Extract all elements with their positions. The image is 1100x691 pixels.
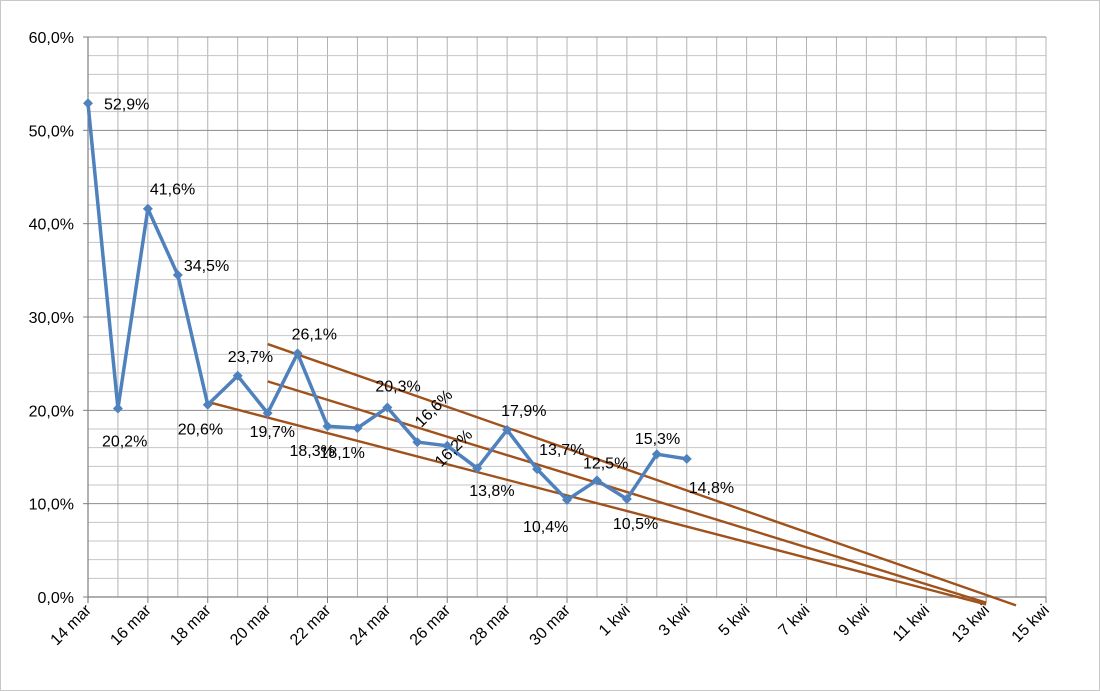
x-tick-label: 15 kwi: [1009, 602, 1053, 646]
data-label: 20,2%: [102, 433, 147, 450]
data-label: 13,8%: [469, 483, 514, 500]
x-tick-label: 11 kwi: [890, 602, 933, 645]
data-label: 10,5%: [613, 516, 658, 533]
data-label: 12,5%: [583, 455, 628, 472]
data-label: 14,8%: [689, 480, 734, 497]
y-tick-label: 50,0%: [29, 123, 74, 140]
x-tick-label: 9 kwi: [835, 602, 873, 640]
x-tick-label: 1 kwi: [596, 602, 634, 640]
y-tick-label: 60,0%: [29, 30, 74, 47]
data-point-marker: [232, 370, 243, 381]
data-label: 18,3%: [290, 443, 335, 460]
y-tick-label: 20,0%: [29, 403, 74, 420]
data-label: 13,7%: [539, 442, 584, 459]
data-label: 10,4%: [523, 519, 568, 536]
x-tick-label: 13 kwi: [949, 602, 993, 646]
data-point-marker: [142, 203, 153, 214]
data-label: 20,6%: [178, 422, 223, 439]
data-point-marker: [292, 348, 303, 359]
x-tick-label: 18 mar: [167, 601, 215, 649]
series-layer: [83, 98, 692, 505]
data-label: 17,9%: [501, 403, 546, 420]
axis-layer: 0,0% 10,0% 20,0% 30,0% 40,0% 50,0% 60,0% 14 mar…: [29, 30, 1053, 649]
data-point-marker: [172, 270, 183, 280]
data-point-marker: [651, 449, 662, 460]
data-point-marker: [502, 424, 513, 435]
data-point-marker: [532, 464, 543, 475]
x-tick-label: 24 mar: [347, 601, 395, 649]
data-point-marker: [352, 423, 363, 434]
x-tick-label: 30 mar: [527, 601, 575, 649]
x-tick-label: 16 mar: [107, 601, 155, 649]
data-label: 20,3%: [375, 379, 420, 396]
data-point-marker: [412, 437, 423, 448]
data-label: 15,3%: [635, 431, 680, 448]
data-point-marker: [83, 98, 93, 109]
data-label: 19,7%: [250, 424, 295, 441]
x-tick-label: 22 mar: [287, 601, 335, 649]
grid-layer: [87, 36, 1047, 598]
data-point-marker: [442, 440, 453, 451]
y-tick-label: 40,0%: [29, 217, 74, 234]
data-point-marker: [681, 453, 692, 464]
data-point-marker: [382, 402, 393, 413]
y-tick-label: 10,0%: [29, 497, 74, 514]
data-point-marker: [472, 463, 483, 474]
data-label: 23,7%: [228, 349, 273, 366]
trend-line: [207, 400, 987, 606]
trend-line: [267, 380, 987, 604]
data-label: 26,1%: [292, 326, 337, 343]
x-tick-label: 14 mar: [48, 601, 96, 649]
y-tick-label: 30,0%: [29, 310, 74, 327]
data-point-marker: [202, 399, 213, 410]
x-tick-label: 26 mar: [407, 601, 455, 649]
x-tick-label: 7 kwi: [776, 602, 814, 640]
data-point-marker: [112, 403, 123, 414]
trend-lines: [207, 342, 1017, 607]
data-label: 52,9%: [104, 96, 149, 113]
data-labels: 52,9% 20,2% 41,6% 34,5% 20,6% 23,7% 19,7% 26,1%…: [102, 96, 734, 536]
x-tick-label: 5 kwi: [716, 602, 754, 640]
data-point-marker: [262, 408, 273, 419]
x-tick-label: 3 kwi: [656, 602, 694, 640]
y-tick-label: 0,0%: [38, 590, 74, 607]
data-label: 34,5%: [184, 258, 229, 275]
data-label: 41,6%: [150, 182, 195, 199]
data-point-marker: [322, 421, 333, 432]
data-label: 18,1%: [319, 445, 364, 462]
data-point-marker: [591, 475, 602, 486]
x-tick-label: 20 mar: [227, 601, 275, 649]
data-point-marker: [562, 494, 572, 505]
data-point-marker: [621, 494, 632, 504]
x-tick-label: 28 mar: [467, 601, 515, 649]
